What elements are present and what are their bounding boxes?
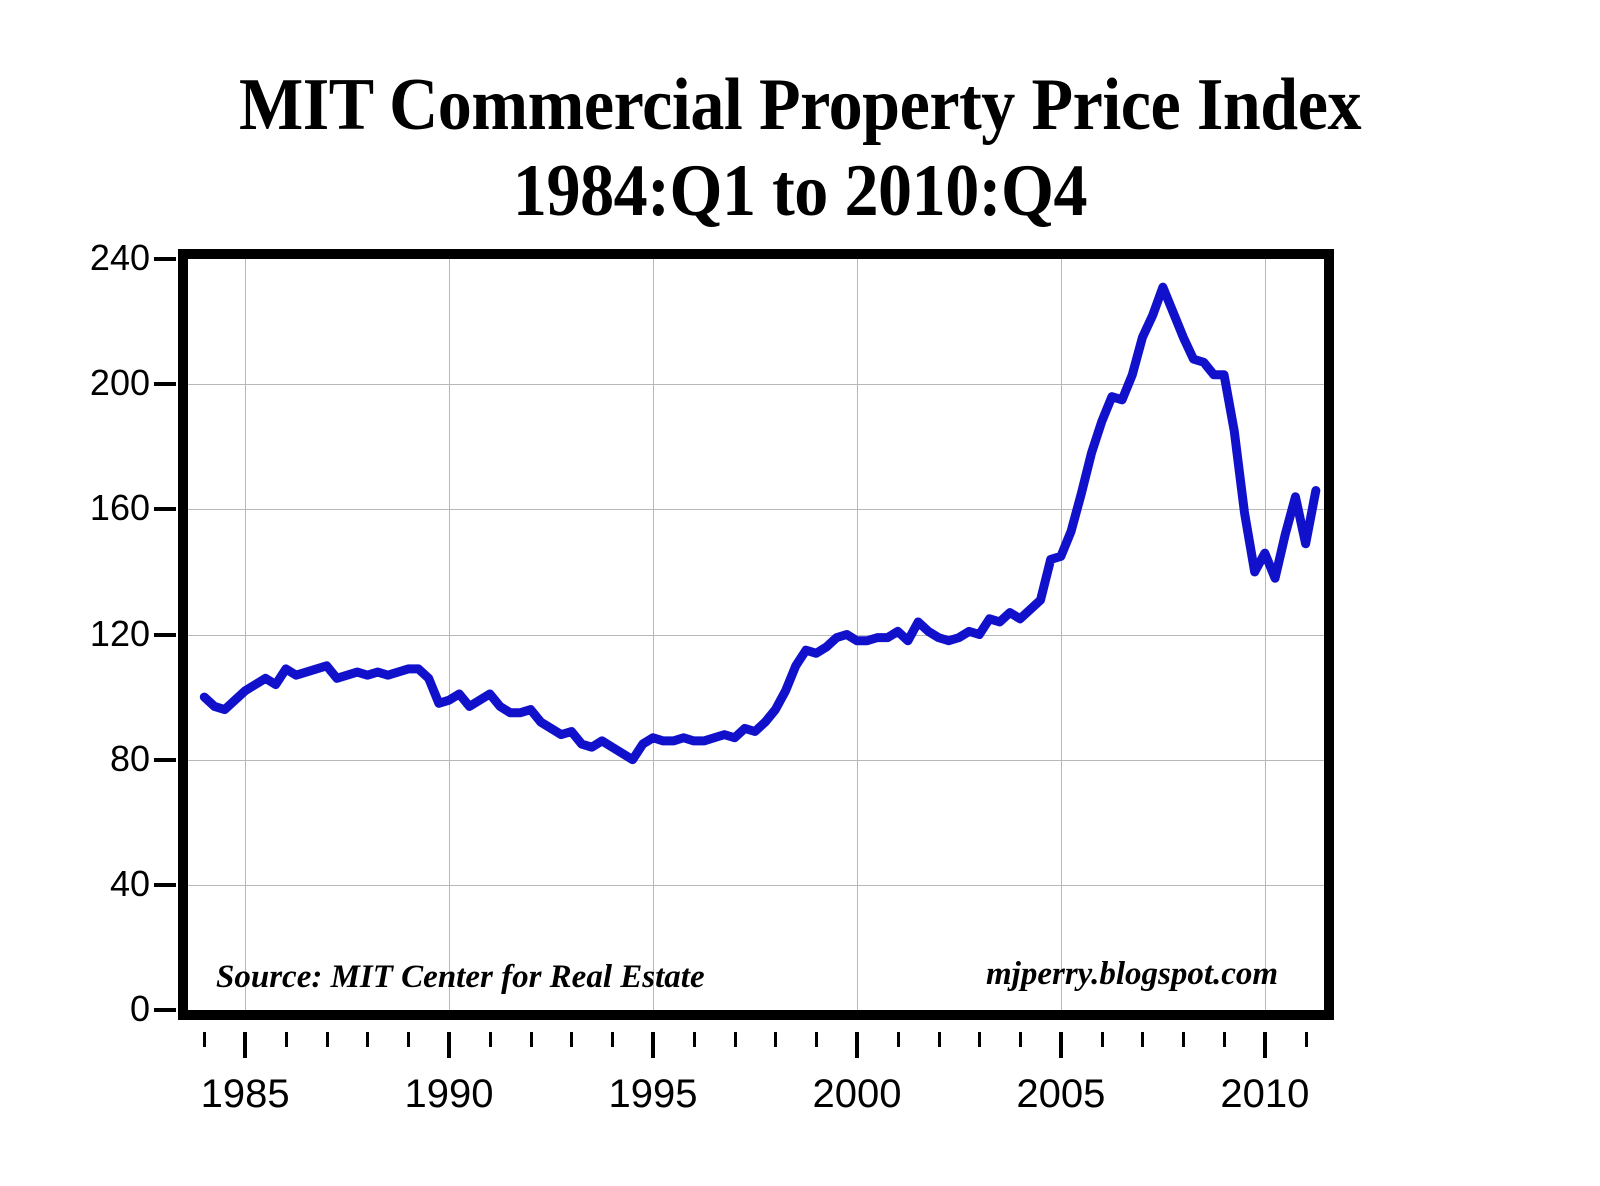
x-axis-major-tick-2010 [1262,1032,1267,1058]
y-axis-tick-label-80: 80 [109,737,150,779]
y-axis-tick-240 [154,257,176,261]
x-axis-minor-tick-2011 [1304,1032,1308,1047]
x-axis-minor-tick-1993 [570,1032,574,1047]
x-axis-minor-tick-2004 [1019,1032,1023,1047]
x-axis-minor-tick-1984 [203,1032,207,1047]
y-axis-tick-40 [154,882,176,887]
gridline-v-2010 [1264,259,1266,1010]
y-axis-tick-0 [154,1008,176,1012]
x-axis-major-tick-1990 [447,1032,452,1058]
x-axis-minor-tick-2007 [1141,1032,1145,1047]
plot-area: Source: MIT Center for Real Estate mjper… [188,259,1324,1010]
gridline-v-1990 [449,259,451,1010]
gridline-h-80 [188,759,1324,761]
chart-title-line-2: 1984:Q1 to 2010:Q4 [512,150,1088,232]
x-axis-major-tick-1985 [243,1032,248,1058]
x-axis-minor-tick-1997 [733,1032,737,1047]
series-line-mit-cppi [199,282,1321,765]
x-axis-minor-tick-1986 [284,1032,288,1047]
y-axis-tick-80 [154,757,176,762]
source-annotation: Source: MIT Center for Real Estate [216,959,705,995]
x-axis-minor-tick-2009 [1223,1032,1227,1047]
gridline-h-160 [188,509,1324,511]
y-axis-tick-label-40: 40 [109,862,150,904]
chart-title: MIT Commercial Property Price Index 1984… [0,62,1600,234]
y-axis-tick-label-200: 200 [89,362,150,404]
x-axis-tick-label-2010: 2010 [1220,1072,1310,1116]
x-axis-minor-tick-1999 [815,1032,819,1047]
x-axis-tick-label-1995: 1995 [608,1072,698,1116]
x-axis-minor-tick-1994 [611,1032,615,1047]
x-axis-minor-tick-1991 [488,1032,492,1047]
y-axis-tick-label-120: 120 [89,612,150,654]
x-axis-tick-label-1985: 1985 [200,1072,290,1116]
x-axis-major-tick-2005 [1058,1032,1063,1058]
x-axis-minor-tick-1998 [774,1032,778,1047]
gridline-h-200 [188,384,1324,386]
x-axis-minor-tick-2003 [978,1032,982,1047]
gridline-v-2000 [856,259,858,1010]
gridline-h-120 [188,634,1324,636]
x-axis-minor-tick-1992 [529,1032,533,1047]
series-path [199,282,1321,765]
x-axis-minor-tick-2001 [896,1032,900,1047]
y-axis-tick-200 [154,382,176,387]
gridline-v-1995 [653,259,654,1010]
gridline-h-40 [188,884,1324,886]
x-axis-minor-tick-2006 [1100,1032,1104,1047]
x-axis-minor-tick-1989 [407,1032,411,1047]
y-axis-tick-label-0: 0 [129,988,150,1029]
x-axis-minor-tick-2002 [937,1032,941,1047]
x-axis-minor-tick-1988 [366,1032,370,1047]
y-axis-tick-160 [154,507,176,512]
y-axis-tick-label-240: 240 [89,237,150,278]
chart-title-line-1: MIT Commercial Property Price Index [238,64,1362,146]
x-axis-tick-label-1990: 1990 [404,1072,494,1116]
x-axis-tick-label-2005: 2005 [1016,1072,1106,1116]
x-axis-tick-label-2000: 2000 [812,1072,902,1116]
gridline-v-1985 [245,259,247,1010]
x-axis-minor-tick-1987 [325,1032,329,1047]
x-axis-minor-tick-2008 [1182,1032,1186,1047]
gridline-v-2005 [1060,259,1062,1010]
y-axis-tick-120 [154,632,176,637]
credit-annotation: mjperry.blogspot.com [986,956,1279,992]
y-axis-tick-label-160: 160 [89,487,150,529]
x-axis-minor-tick-1996 [692,1032,696,1047]
x-axis-major-tick-2000 [854,1032,859,1058]
x-axis-major-tick-1995 [651,1032,655,1058]
